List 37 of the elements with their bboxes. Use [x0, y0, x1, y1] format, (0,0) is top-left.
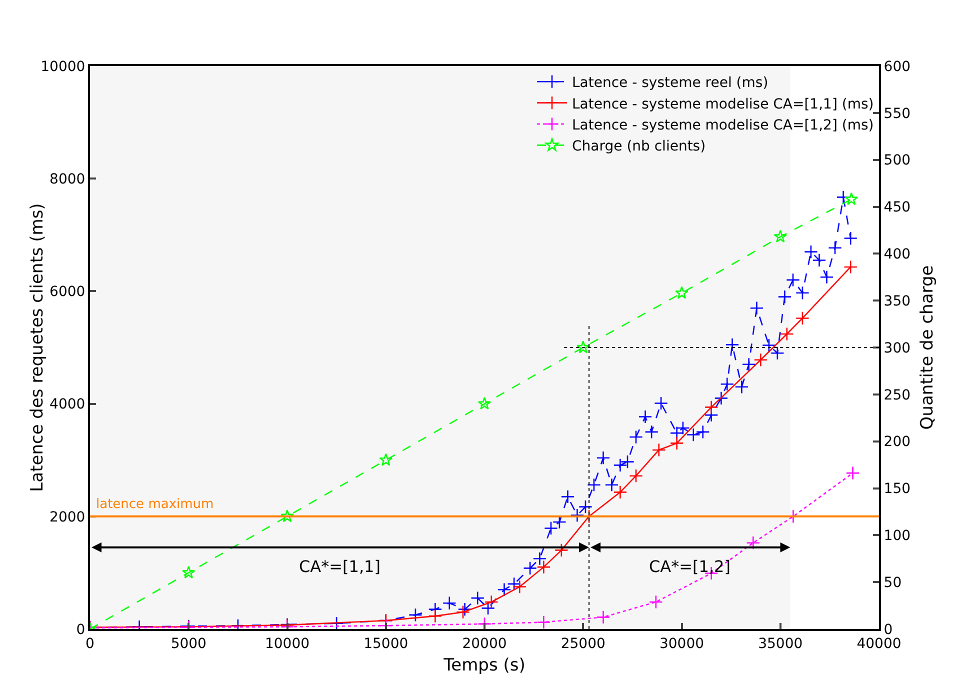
legend-label: Latence - systeme modelise CA=[1,1] (ms) — [572, 96, 874, 112]
x-tick-label: 10000 — [264, 636, 310, 652]
x-tick-label: 40000 — [856, 636, 902, 652]
y2-tick-label: 200 — [884, 434, 911, 450]
y2-tick-label: 600 — [884, 58, 911, 75]
y2-axis-title: Quantite de charge — [918, 265, 938, 430]
y2-tick-label: 350 — [884, 293, 911, 310]
y2-tick-label: 400 — [884, 246, 911, 263]
y-tick-label: 0 — [76, 622, 86, 638]
y-tick-label: 8000 — [50, 172, 86, 188]
y-axis-title: Latence des requetes clients (ms) — [28, 203, 48, 492]
y-tick-label: 2000 — [50, 509, 86, 526]
x-tick-label: 35000 — [758, 636, 803, 652]
legend-label: Latence - systeme modelise CA=[1,2] (ms) — [572, 117, 874, 134]
x-tick-label: 5000 — [170, 636, 206, 652]
x-tick-label: 25000 — [560, 636, 606, 652]
y2-tick-label: 450 — [884, 200, 911, 216]
y2-tick-label: 300 — [884, 340, 911, 356]
y2-tick-label: 0 — [884, 622, 893, 638]
y-tick-label: 10000 — [40, 58, 86, 75]
legend-label: Latence - systeme reel (ms) — [572, 75, 768, 92]
y2-tick-label: 50 — [884, 574, 902, 591]
legend-label: Charge (nb clients) — [572, 138, 706, 155]
y-tick-label: 6000 — [50, 284, 86, 300]
y2-tick-label: 100 — [884, 528, 911, 544]
x-tick-label: 15000 — [364, 636, 408, 652]
x-axis-title: Temps (s) — [442, 656, 526, 676]
x-tick-label: 20000 — [462, 636, 507, 652]
y-tick-label: 4000 — [50, 396, 86, 413]
y2-tick-label: 550 — [884, 106, 911, 122]
y2-tick-label: 150 — [884, 481, 911, 498]
band-label: CA*=[1,1] — [299, 557, 380, 576]
ref-line-label: latence maximum — [96, 497, 214, 512]
y2-tick-label: 250 — [884, 387, 911, 404]
y2-tick-label: 500 — [884, 152, 911, 169]
band-label: CA*=[1,2] — [649, 557, 730, 576]
x-tick-label: 30000 — [659, 636, 704, 652]
